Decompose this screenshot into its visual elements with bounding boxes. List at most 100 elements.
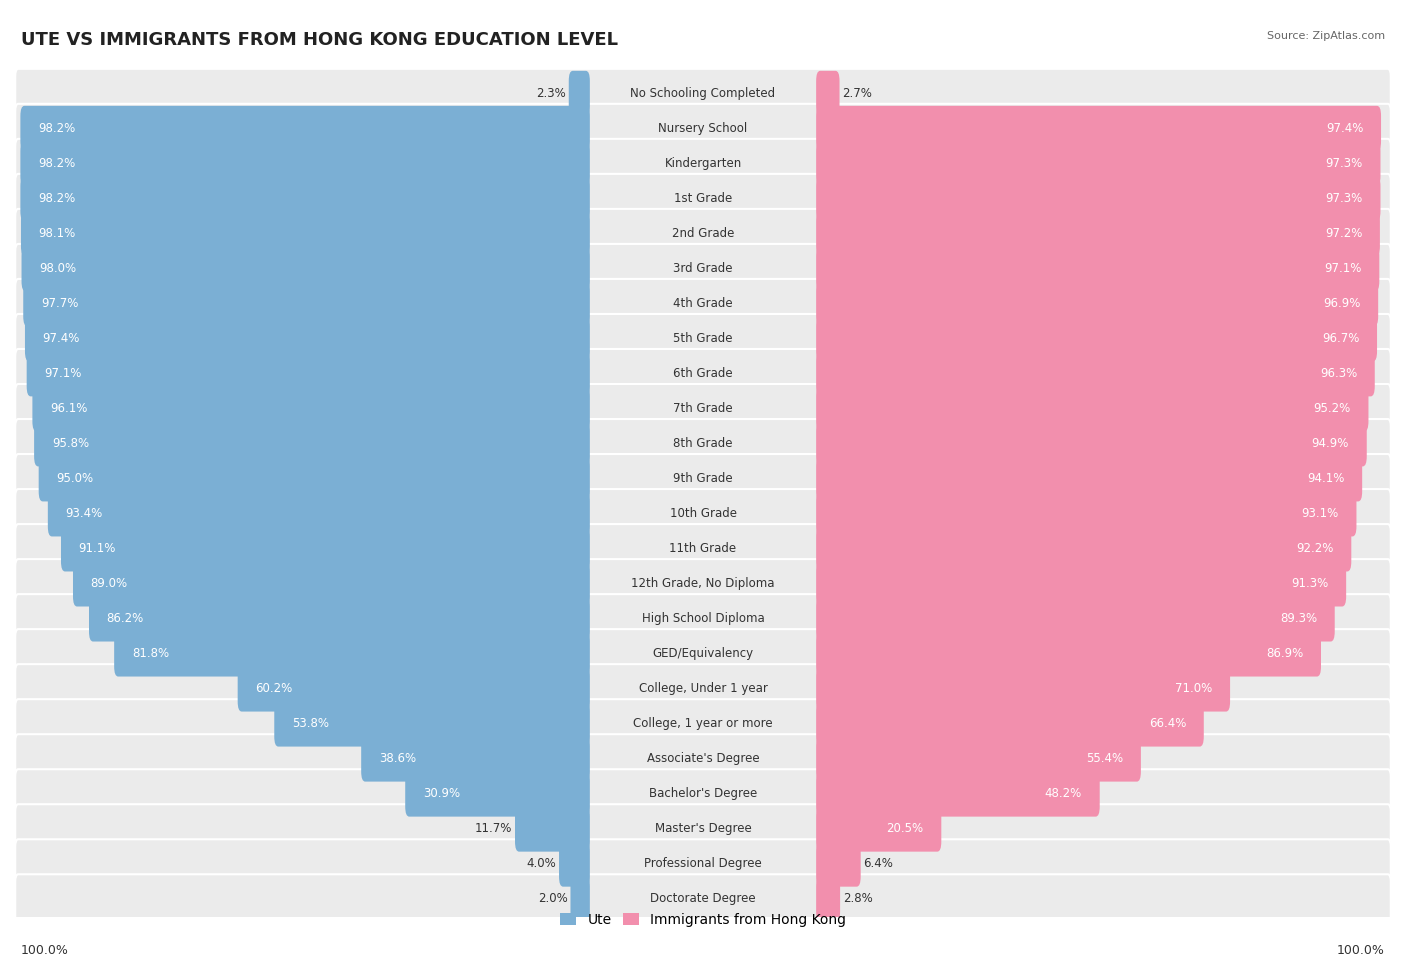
FancyBboxPatch shape bbox=[515, 806, 591, 851]
FancyBboxPatch shape bbox=[20, 106, 591, 151]
Text: Nursery School: Nursery School bbox=[658, 122, 748, 136]
FancyBboxPatch shape bbox=[815, 877, 841, 921]
FancyBboxPatch shape bbox=[15, 279, 1391, 329]
Text: 7th Grade: 7th Grade bbox=[673, 403, 733, 415]
Text: 5th Grade: 5th Grade bbox=[673, 332, 733, 345]
Text: 2nd Grade: 2nd Grade bbox=[672, 227, 734, 240]
Text: 94.9%: 94.9% bbox=[1312, 437, 1348, 450]
FancyBboxPatch shape bbox=[15, 454, 1391, 503]
FancyBboxPatch shape bbox=[15, 699, 1391, 749]
Text: 30.9%: 30.9% bbox=[423, 788, 460, 800]
FancyBboxPatch shape bbox=[25, 316, 591, 362]
FancyBboxPatch shape bbox=[15, 349, 1391, 399]
FancyBboxPatch shape bbox=[815, 631, 1322, 677]
Text: 95.2%: 95.2% bbox=[1313, 403, 1351, 415]
Text: 97.3%: 97.3% bbox=[1326, 192, 1362, 205]
FancyBboxPatch shape bbox=[815, 841, 860, 886]
Text: 10th Grade: 10th Grade bbox=[669, 507, 737, 521]
FancyBboxPatch shape bbox=[560, 841, 591, 886]
FancyBboxPatch shape bbox=[15, 244, 1391, 293]
FancyBboxPatch shape bbox=[815, 106, 1381, 151]
Text: 94.1%: 94.1% bbox=[1308, 472, 1344, 486]
Text: 11th Grade: 11th Grade bbox=[669, 542, 737, 556]
FancyBboxPatch shape bbox=[815, 176, 1381, 221]
FancyBboxPatch shape bbox=[15, 209, 1391, 258]
Text: 8th Grade: 8th Grade bbox=[673, 437, 733, 450]
FancyBboxPatch shape bbox=[24, 281, 591, 327]
FancyBboxPatch shape bbox=[815, 71, 839, 116]
FancyBboxPatch shape bbox=[15, 629, 1391, 679]
FancyBboxPatch shape bbox=[815, 666, 1230, 712]
FancyBboxPatch shape bbox=[815, 140, 1381, 186]
Text: Associate's Degree: Associate's Degree bbox=[647, 753, 759, 765]
Text: 96.1%: 96.1% bbox=[51, 403, 87, 415]
Text: 11.7%: 11.7% bbox=[475, 823, 512, 836]
FancyBboxPatch shape bbox=[15, 314, 1391, 364]
Text: 97.4%: 97.4% bbox=[1326, 122, 1364, 136]
Text: 71.0%: 71.0% bbox=[1175, 682, 1212, 695]
Text: 91.3%: 91.3% bbox=[1291, 577, 1329, 590]
Text: 6th Grade: 6th Grade bbox=[673, 368, 733, 380]
Text: 81.8%: 81.8% bbox=[132, 647, 169, 660]
Text: UTE VS IMMIGRANTS FROM HONG KONG EDUCATION LEVEL: UTE VS IMMIGRANTS FROM HONG KONG EDUCATI… bbox=[21, 31, 619, 49]
Text: 98.2%: 98.2% bbox=[38, 192, 76, 205]
FancyBboxPatch shape bbox=[21, 246, 591, 292]
FancyBboxPatch shape bbox=[815, 421, 1367, 466]
FancyBboxPatch shape bbox=[815, 562, 1346, 606]
Text: 1st Grade: 1st Grade bbox=[673, 192, 733, 205]
Text: 89.0%: 89.0% bbox=[91, 577, 128, 590]
Text: Source: ZipAtlas.com: Source: ZipAtlas.com bbox=[1267, 31, 1385, 41]
Text: 89.3%: 89.3% bbox=[1279, 612, 1317, 625]
FancyBboxPatch shape bbox=[15, 69, 1391, 118]
FancyBboxPatch shape bbox=[15, 174, 1391, 223]
FancyBboxPatch shape bbox=[15, 103, 1391, 153]
Text: 95.8%: 95.8% bbox=[52, 437, 89, 450]
Text: GED/Equivalency: GED/Equivalency bbox=[652, 647, 754, 660]
FancyBboxPatch shape bbox=[571, 877, 591, 921]
Text: Master's Degree: Master's Degree bbox=[655, 823, 751, 836]
Legend: Ute, Immigrants from Hong Kong: Ute, Immigrants from Hong Kong bbox=[560, 913, 846, 926]
Text: Professional Degree: Professional Degree bbox=[644, 857, 762, 871]
Text: 98.2%: 98.2% bbox=[38, 157, 76, 170]
FancyBboxPatch shape bbox=[20, 140, 591, 186]
FancyBboxPatch shape bbox=[815, 491, 1357, 536]
FancyBboxPatch shape bbox=[15, 559, 1391, 608]
FancyBboxPatch shape bbox=[114, 631, 591, 677]
FancyBboxPatch shape bbox=[32, 386, 591, 431]
FancyBboxPatch shape bbox=[15, 769, 1391, 819]
Text: 4.0%: 4.0% bbox=[526, 857, 557, 871]
Text: 98.1%: 98.1% bbox=[39, 227, 76, 240]
Text: 98.2%: 98.2% bbox=[38, 122, 76, 136]
Text: College, 1 year or more: College, 1 year or more bbox=[633, 718, 773, 730]
Text: 6.4%: 6.4% bbox=[863, 857, 893, 871]
FancyBboxPatch shape bbox=[20, 176, 591, 221]
FancyBboxPatch shape bbox=[15, 419, 1391, 468]
Text: Kindergarten: Kindergarten bbox=[665, 157, 741, 170]
FancyBboxPatch shape bbox=[274, 701, 591, 747]
Text: 48.2%: 48.2% bbox=[1045, 788, 1083, 800]
Text: No Schooling Completed: No Schooling Completed bbox=[630, 87, 776, 100]
Text: 100.0%: 100.0% bbox=[21, 945, 69, 957]
Text: Doctorate Degree: Doctorate Degree bbox=[650, 892, 756, 906]
FancyBboxPatch shape bbox=[815, 771, 1099, 817]
FancyBboxPatch shape bbox=[15, 525, 1391, 573]
Text: 60.2%: 60.2% bbox=[256, 682, 292, 695]
FancyBboxPatch shape bbox=[15, 664, 1391, 714]
Text: 66.4%: 66.4% bbox=[1149, 718, 1187, 730]
FancyBboxPatch shape bbox=[815, 211, 1379, 256]
FancyBboxPatch shape bbox=[238, 666, 591, 712]
Text: 4th Grade: 4th Grade bbox=[673, 297, 733, 310]
Text: 96.7%: 96.7% bbox=[1322, 332, 1360, 345]
Text: 38.6%: 38.6% bbox=[380, 753, 416, 765]
FancyBboxPatch shape bbox=[48, 491, 591, 536]
FancyBboxPatch shape bbox=[815, 246, 1379, 292]
FancyBboxPatch shape bbox=[815, 316, 1376, 362]
Text: 97.2%: 97.2% bbox=[1324, 227, 1362, 240]
FancyBboxPatch shape bbox=[89, 596, 591, 642]
Text: 95.0%: 95.0% bbox=[56, 472, 94, 486]
Text: 97.1%: 97.1% bbox=[1324, 262, 1361, 275]
Text: 93.4%: 93.4% bbox=[66, 507, 103, 521]
Text: 96.3%: 96.3% bbox=[1320, 368, 1357, 380]
FancyBboxPatch shape bbox=[405, 771, 591, 817]
Text: 9th Grade: 9th Grade bbox=[673, 472, 733, 486]
